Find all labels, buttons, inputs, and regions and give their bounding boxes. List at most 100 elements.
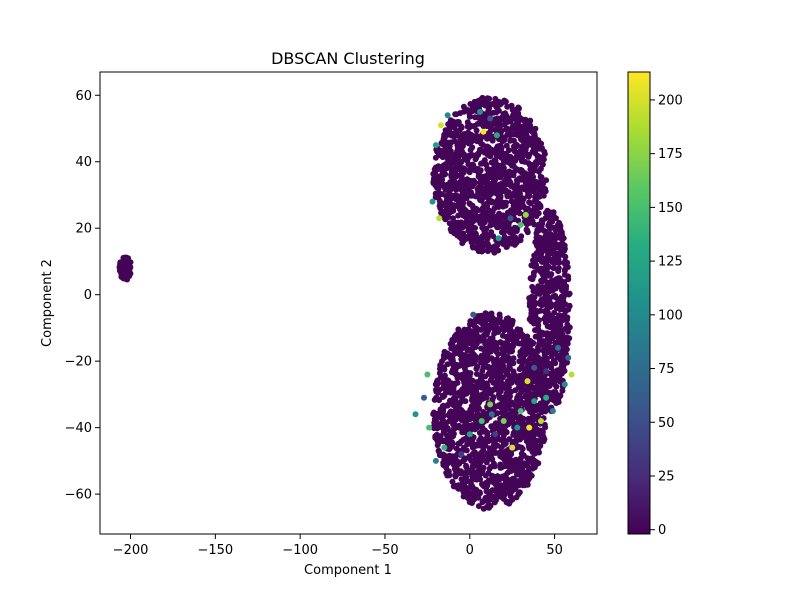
cluster-point [551, 260, 558, 266]
cluster-point [489, 149, 496, 156]
highlight-point [517, 408, 524, 414]
cluster-point [501, 137, 508, 144]
highlight-point [441, 444, 448, 451]
highlight-point [565, 354, 572, 361]
cluster-point [475, 503, 482, 510]
cluster-point [476, 379, 482, 386]
cluster-point [493, 161, 500, 168]
cluster-point [468, 219, 475, 226]
colorbar-tick-label: 175 [658, 147, 683, 162]
cluster-point [437, 152, 444, 159]
colorbar-tick-label: 200 [658, 93, 683, 108]
cluster-point [494, 359, 501, 366]
cluster-point [506, 365, 513, 371]
cluster-point [505, 157, 512, 164]
cluster-point [553, 303, 560, 310]
cluster-point [433, 395, 439, 402]
cluster-point [488, 246, 495, 253]
cluster-point [461, 379, 468, 386]
cluster-point [449, 478, 456, 485]
highlight-point [524, 378, 531, 385]
cluster-point [445, 468, 452, 475]
cluster-point [434, 442, 441, 449]
cluster-point [456, 206, 463, 213]
highlight-point [424, 371, 431, 378]
cluster-point [541, 363, 548, 370]
cluster-point [472, 355, 479, 361]
cluster-point [521, 482, 528, 489]
cluster-point [562, 266, 569, 273]
cluster-point [517, 413, 524, 420]
cluster-point [544, 323, 551, 330]
cluster-point [510, 360, 517, 367]
cluster-point [517, 136, 524, 143]
cluster-point [465, 161, 472, 168]
cluster-point [506, 191, 513, 198]
cluster-point [464, 119, 471, 126]
cluster-point [452, 167, 459, 174]
cluster-point [502, 438, 508, 445]
y-tick-label: 0 [84, 288, 92, 303]
cluster-point [500, 212, 507, 219]
cluster-point [522, 367, 529, 374]
highlight-point [500, 418, 507, 424]
highlight-point [492, 431, 499, 438]
cluster-point [526, 392, 533, 399]
cluster-point [453, 196, 459, 203]
cluster-point [553, 368, 560, 375]
cluster-point [513, 206, 520, 213]
cluster-point [460, 108, 467, 115]
cluster-point [439, 392, 446, 399]
cluster-point [537, 158, 544, 165]
cluster-point [533, 377, 540, 384]
cluster-point [489, 336, 496, 343]
cluster-point [562, 316, 569, 323]
cluster-point [496, 314, 503, 321]
cluster-point [542, 228, 549, 235]
cluster-point [539, 285, 546, 292]
cluster-point [448, 195, 455, 202]
cluster-point [505, 174, 512, 180]
cluster-point [555, 234, 562, 241]
cluster-point [503, 396, 510, 402]
cluster-point [482, 472, 489, 479]
cluster-point [539, 331, 546, 338]
cluster-point [477, 435, 484, 442]
cluster-point [460, 221, 467, 228]
highlight-point [514, 424, 521, 431]
cluster-point [484, 432, 491, 439]
cluster-point [447, 397, 453, 404]
cluster-point [513, 494, 520, 501]
cluster-point [481, 219, 488, 226]
highlight-point [568, 371, 575, 378]
cluster-point [523, 141, 530, 148]
cluster-point [494, 151, 501, 158]
cluster-point [519, 360, 526, 366]
cluster-point [561, 242, 568, 249]
cluster-point [499, 374, 506, 381]
cluster-point [445, 121, 452, 128]
cluster-point [503, 475, 510, 482]
cluster-point [491, 499, 498, 506]
cluster-point [474, 135, 481, 142]
cluster-point [499, 410, 506, 417]
cluster-point [562, 301, 569, 308]
highlight-point [477, 108, 483, 115]
cluster-point [460, 424, 467, 431]
cluster-point [468, 438, 475, 445]
cluster-point [546, 209, 552, 216]
highlight-point [538, 418, 544, 424]
cluster-point [525, 415, 532, 422]
cluster-point [528, 313, 535, 320]
cluster-point [526, 172, 532, 178]
cluster-point [440, 437, 447, 444]
cluster-point [527, 122, 533, 129]
cluster-point [463, 212, 470, 219]
cluster-point [529, 351, 536, 358]
cluster-point [494, 371, 501, 378]
highlight-point [531, 364, 538, 371]
cluster-point [494, 197, 501, 204]
cluster-point [459, 414, 466, 420]
cluster-point [477, 454, 484, 461]
cluster-point [541, 436, 548, 443]
